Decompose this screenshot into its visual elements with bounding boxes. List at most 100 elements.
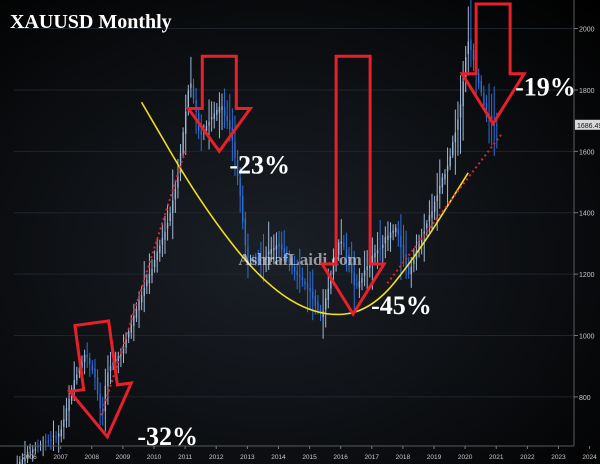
price-bar	[257, 258, 260, 261]
y-tick-label: 800	[579, 395, 591, 402]
price-bar	[94, 368, 96, 378]
x-tick-label: 2016	[333, 454, 348, 461]
price-bar	[91, 365, 94, 371]
price-bar	[102, 408, 104, 414]
y-tick-label: 1800	[579, 88, 595, 95]
drop-percent-label: -23%	[229, 150, 290, 179]
y-tick-label: 1400	[579, 211, 595, 218]
price-bar	[68, 398, 70, 411]
trend-line	[100, 151, 187, 416]
x-tick-label: 2015	[302, 454, 317, 461]
x-tick-label: 2011	[178, 454, 192, 461]
price-bar	[55, 437, 57, 439]
annotations: -32% -23% -45% -19%	[66, 2, 576, 451]
price-bar	[472, 50, 475, 61]
price-bar	[187, 90, 190, 110]
drop-arrow	[66, 319, 134, 440]
drop-percent-label: -32%	[137, 422, 198, 451]
price-bar	[467, 41, 470, 55]
price-bar	[433, 201, 436, 212]
price-bar	[371, 255, 374, 264]
chart-title: XAUUSD Monthly	[10, 11, 172, 33]
price-bar	[195, 100, 197, 112]
price-bar	[286, 252, 288, 256]
price-bar	[34, 448, 37, 451]
price-bar	[483, 93, 485, 107]
price-bar	[221, 106, 223, 110]
price-bar	[317, 301, 319, 311]
x-tick-label: 2020	[458, 454, 473, 461]
x-tick-label: 2021	[489, 454, 504, 461]
price-bar	[356, 283, 358, 286]
drop-percent-label: -45%	[371, 291, 432, 320]
price-bar	[39, 444, 42, 446]
y-tick-label: 1000	[579, 334, 595, 341]
price-bar	[288, 258, 291, 264]
price-bar	[148, 273, 151, 284]
price-bar	[65, 408, 68, 421]
watermark: AshrafLaidi.com	[238, 250, 361, 269]
price-bar	[229, 120, 231, 130]
price-bar	[60, 429, 62, 437]
price-bar	[477, 73, 480, 84]
price-bar	[379, 247, 381, 249]
price-bar	[389, 232, 392, 238]
price-bar	[400, 235, 402, 248]
price-bar	[156, 251, 158, 261]
price-bar	[73, 380, 75, 393]
price-bar	[99, 393, 101, 409]
price-bar	[216, 109, 218, 115]
price-bar	[140, 295, 143, 303]
price-bar	[37, 446, 39, 448]
price-bar	[459, 104, 462, 118]
price-bar	[76, 374, 78, 381]
x-tick-label: 2014	[271, 454, 286, 461]
price-bar	[348, 254, 350, 266]
price-bar	[146, 280, 148, 287]
price-bar	[190, 83, 192, 88]
price-bar	[78, 367, 81, 374]
price-bar	[172, 200, 174, 214]
price-bar	[135, 309, 138, 319]
price-bar	[337, 242, 340, 255]
price-bar	[262, 256, 265, 259]
price-bar	[223, 106, 226, 116]
price-bar	[402, 244, 405, 258]
drop-arrow	[185, 54, 254, 154]
price-bars	[16, 0, 498, 464]
price-bar	[431, 211, 433, 218]
price-bar	[299, 275, 301, 277]
price-bar	[395, 227, 397, 232]
price-bar	[192, 85, 195, 99]
price-bar	[200, 130, 202, 135]
price-bar	[319, 308, 322, 314]
price-bar	[205, 126, 208, 132]
price-bar	[280, 244, 283, 250]
price-bar	[174, 188, 177, 200]
price-bar	[236, 160, 239, 177]
price-bar	[301, 276, 304, 280]
price-bar	[24, 458, 26, 462]
price-bar	[109, 365, 112, 372]
price-bar	[449, 155, 451, 167]
price-bar	[306, 283, 309, 289]
drop-percent-label: -19%	[515, 73, 576, 102]
price-bar	[104, 385, 107, 412]
last-price-tag: 1686.49	[575, 119, 600, 130]
price-bar	[426, 223, 428, 229]
price-bar	[208, 121, 210, 126]
price-bar	[457, 119, 459, 130]
price-bar	[296, 271, 298, 276]
price-bar	[382, 244, 384, 248]
price-bar	[384, 237, 387, 244]
price-bar	[218, 106, 221, 113]
price-bar	[26, 451, 29, 457]
price-bar	[470, 39, 472, 51]
price-bar	[133, 315, 135, 326]
trend-line	[386, 132, 504, 284]
price-bar	[293, 266, 296, 272]
x-tick-label: 2012	[209, 454, 224, 461]
price-bar	[89, 357, 91, 365]
price-bar	[52, 435, 55, 438]
